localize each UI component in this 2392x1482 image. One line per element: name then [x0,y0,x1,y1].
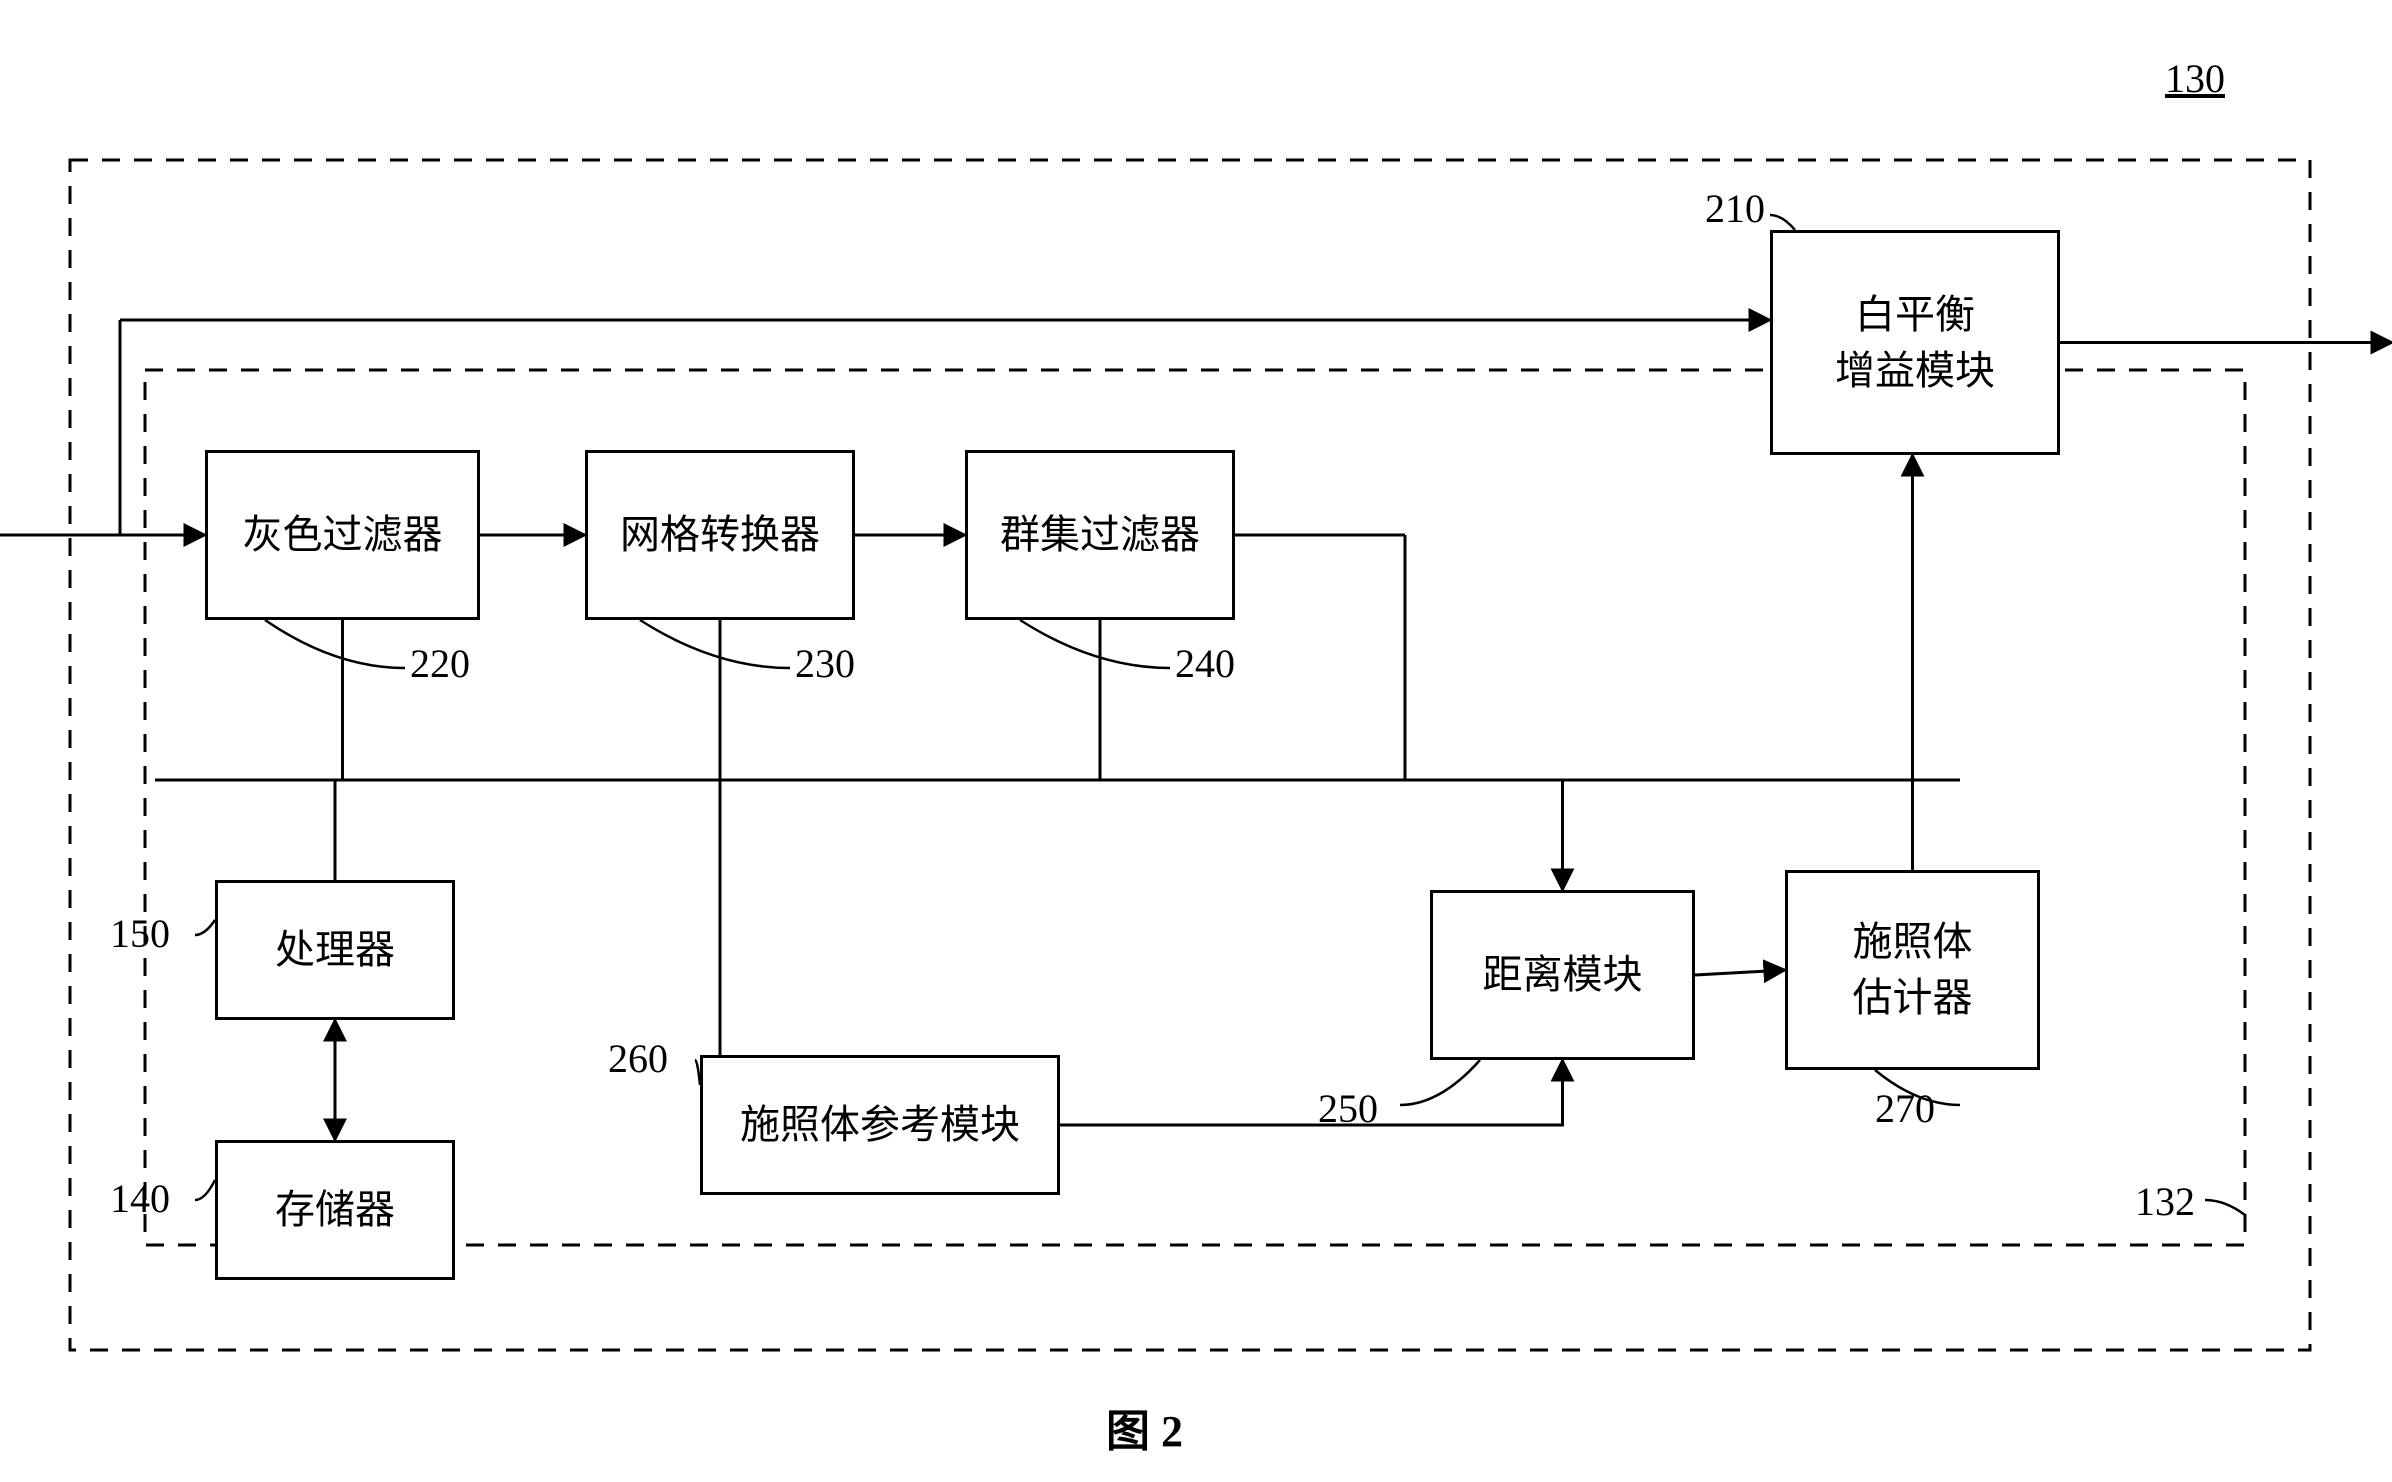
diagram-canvas: 灰色过滤器 网格转换器 群集过滤器 白平衡 增益模块 处理器 存储器 施照体参考… [0,0,2392,1482]
node-label: 距离模块 [1483,947,1643,1003]
ref-210: 210 [1705,185,1765,232]
node-label-line2: 估计器 [1853,970,1973,1026]
node-memory: 存储器 [215,1140,455,1280]
ref-230: 230 [795,640,855,687]
caption-text: 图 2 [1106,1407,1183,1456]
ref-150: 150 [110,910,170,957]
node-illuminant-reference: 施照体参考模块 [700,1055,1060,1195]
node-label: 群集过滤器 [1000,507,1200,563]
node-label: 处理器 [275,922,395,978]
node-label-line1: 施照体 [1853,914,1973,970]
node-grid-converter: 网格转换器 [585,450,855,620]
node-cluster-filter: 群集过滤器 [965,450,1235,620]
ref-text: 132 [2135,1179,2195,1224]
ref-text: 220 [410,641,470,686]
ref-text: 260 [608,1036,668,1081]
ref-270: 270 [1875,1085,1935,1132]
node-label: 网格转换器 [620,507,820,563]
ref-250: 250 [1318,1085,1378,1132]
ref-text: 240 [1175,641,1235,686]
ref-260: 260 [608,1035,668,1082]
ref-220: 220 [410,640,470,687]
node-label: 存储器 [275,1182,395,1238]
node-illuminant-estimator: 施照体 估计器 [1785,870,2040,1070]
ref-text: 210 [1705,186,1765,231]
ref-text: 140 [110,1176,170,1221]
node-wb-gain: 白平衡 增益模块 [1770,230,2060,455]
ref-132: 132 [2135,1178,2195,1225]
node-label-line1: 白平衡 [1855,287,1975,343]
node-distance: 距离模块 [1430,890,1695,1060]
ref-text: 270 [1875,1086,1935,1131]
ref-text: 130 [2165,56,2225,101]
ref-text: 250 [1318,1086,1378,1131]
node-gray-filter: 灰色过滤器 [205,450,480,620]
figure-caption: 图 2 [1106,1395,1183,1459]
ref-text: 150 [110,911,170,956]
ref-130: 130 [2165,55,2225,102]
ref-text: 230 [795,641,855,686]
ref-240: 240 [1175,640,1235,687]
node-label: 灰色过滤器 [243,507,443,563]
node-label-line2: 增益模块 [1835,343,1995,399]
node-label: 施照体参考模块 [740,1097,1020,1153]
ref-140: 140 [110,1175,170,1222]
node-processor: 处理器 [215,880,455,1020]
